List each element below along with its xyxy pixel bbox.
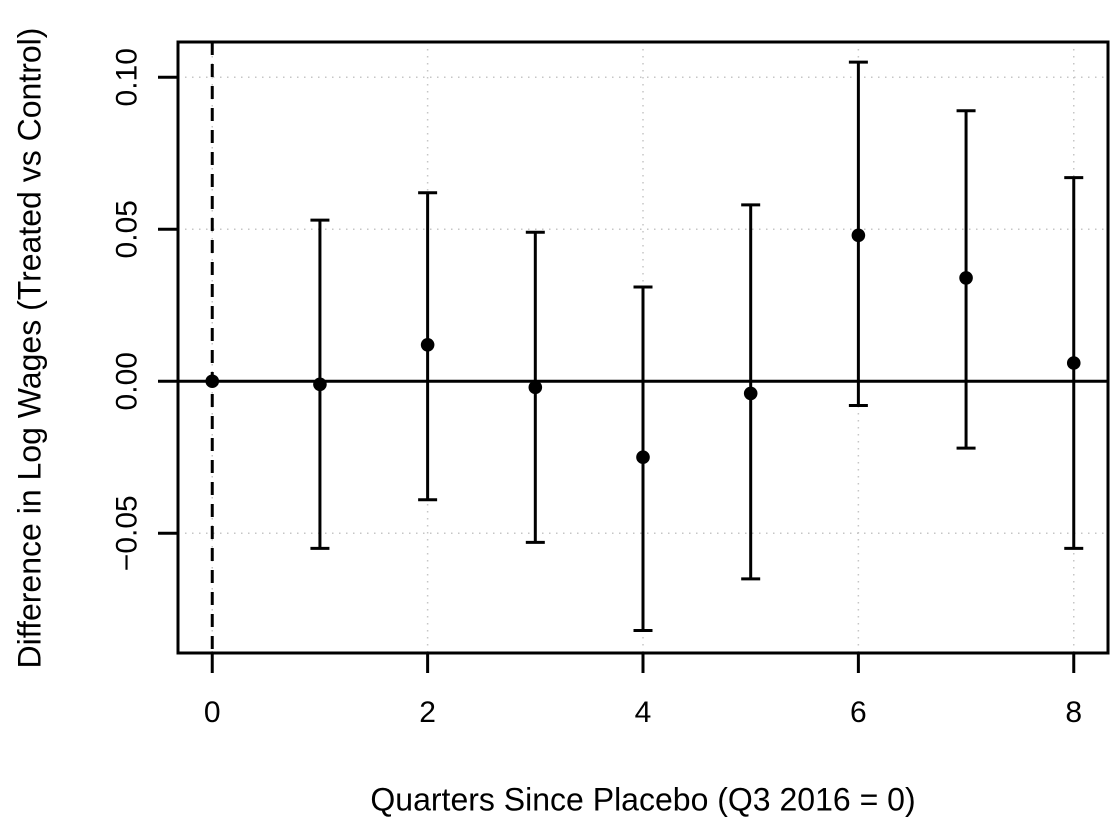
point-estimate xyxy=(959,271,973,285)
point-estimate xyxy=(528,380,543,395)
point-estimate xyxy=(743,386,758,401)
point-estimate xyxy=(205,374,220,389)
x-tick-label: 8 xyxy=(1065,696,1082,729)
point-estimate xyxy=(636,450,650,465)
point-estimate xyxy=(420,337,435,352)
point-estimate xyxy=(1066,356,1081,370)
y-tick-label: 0.00 xyxy=(111,352,144,410)
x-tick-label: 2 xyxy=(419,696,436,729)
y-tick-label: 0.05 xyxy=(111,200,144,258)
x-axis-title: Quarters Since Placebo (Q3 2016 = 0) xyxy=(370,781,916,818)
point-estimate xyxy=(851,228,866,243)
y-tick-label: −0.05 xyxy=(111,495,144,571)
y-tick-label: 0.10 xyxy=(111,48,144,106)
x-tick-label: 6 xyxy=(850,696,867,729)
point-estimate xyxy=(313,377,327,392)
y-axis-title: Difference in Log Wages (Treated vs Cont… xyxy=(11,27,48,669)
x-tick-label: 4 xyxy=(635,696,652,729)
x-tick-label: 0 xyxy=(204,696,221,729)
